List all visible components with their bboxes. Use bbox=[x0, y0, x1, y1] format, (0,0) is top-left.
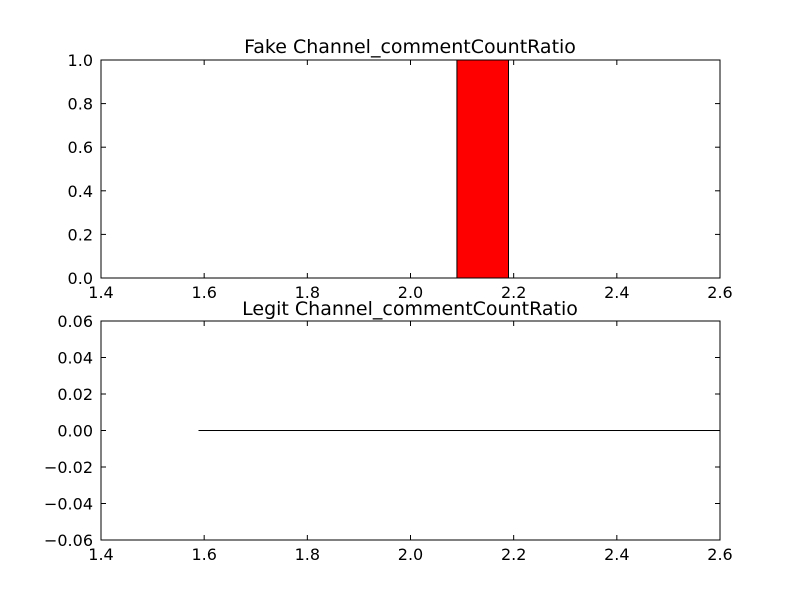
fake-channel-subplot: Fake Channel_commentCountRatio 1.4 1.6 1.8… bbox=[68, 36, 733, 302]
fake-bar-1 bbox=[456, 59, 510, 279]
fake-x-tick-label-0: 1.4 bbox=[88, 283, 113, 302]
fake-x-tick-label-2: 1.8 bbox=[295, 283, 320, 302]
legit-channel-subplot: Legit Channel_commentCountRatio 1.4 1.6 1.… bbox=[44, 298, 733, 564]
legit-chart-title: Legit Channel_commentCountRatio bbox=[242, 298, 578, 320]
legit-y-tick-label-6: 0.06 bbox=[57, 312, 93, 331]
fake-x-tick-label-1: 1.6 bbox=[191, 283, 216, 302]
legit-x-tick-label-0: 1.4 bbox=[88, 545, 113, 564]
legit-y-tick-label-4: 0.02 bbox=[57, 385, 93, 404]
legit-y-tick-label-2: −0.02 bbox=[44, 458, 93, 477]
legit-x-tick-label-5: 2.4 bbox=[604, 545, 629, 564]
fake-chart-title: Fake Channel_commentCountRatio bbox=[244, 36, 576, 58]
fake-x-tick-label-5: 2.4 bbox=[604, 283, 629, 302]
legit-y-tick-label-3: 0.00 bbox=[57, 422, 93, 441]
fake-x-tick-label-6: 2.6 bbox=[707, 283, 732, 302]
fake-x-tick-label-4: 2.2 bbox=[501, 283, 526, 302]
legit-y-tick-label-5: 0.04 bbox=[57, 349, 93, 368]
fake-y-tick-label-3: 0.6 bbox=[68, 138, 93, 157]
fake-y-tick-label-0: 0.0 bbox=[68, 269, 93, 288]
legit-y-tick-label-0: −0.06 bbox=[44, 531, 93, 550]
fake-y-tick-label-2: 0.4 bbox=[68, 182, 93, 201]
fake-y-tick-label-4: 0.8 bbox=[68, 95, 93, 114]
fake-y-tick-label-5: 1.0 bbox=[68, 51, 93, 70]
legit-x-tick-label-1: 1.6 bbox=[191, 545, 216, 564]
legit-x-tick-label-3: 2.0 bbox=[398, 545, 423, 564]
legit-x-tick-label-6: 2.6 bbox=[707, 545, 732, 564]
legit-y-tick-label-1: −0.04 bbox=[44, 495, 93, 514]
legit-x-tick-label-2: 1.8 bbox=[295, 545, 320, 564]
fake-x-tick-label-3: 2.0 bbox=[398, 283, 423, 302]
fake-y-tick-label-1: 0.2 bbox=[68, 225, 93, 244]
legit-x-tick-label-4: 2.2 bbox=[501, 545, 526, 564]
